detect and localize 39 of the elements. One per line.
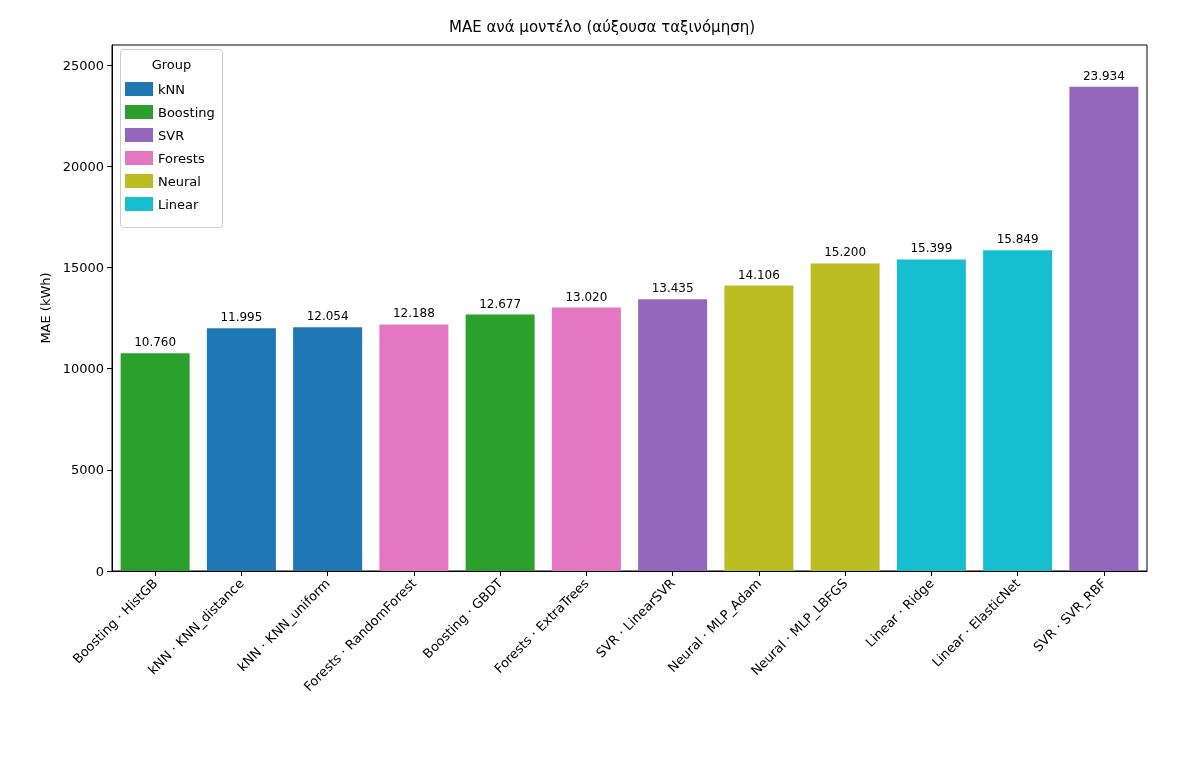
chart-title: MAE ανά μοντέλο (αύξουσα ταξινόμηση): [448, 17, 756, 36]
legend-title: Group: [151, 56, 192, 72]
bar: [810, 263, 880, 571]
bar: [206, 328, 276, 571]
bar: [120, 353, 190, 571]
y-tick-label: 0: [95, 563, 104, 579]
bar: [724, 285, 794, 571]
data-label: 10.760: [134, 335, 177, 350]
bar: [983, 250, 1053, 571]
bar: [638, 299, 708, 571]
data-label: 15.849: [996, 232, 1039, 247]
data-label: 12.054: [306, 309, 349, 324]
legend-label: Boosting: [158, 104, 215, 120]
bar: [465, 314, 535, 571]
legend-label: Linear: [158, 196, 200, 212]
data-label: 13.020: [565, 289, 608, 304]
bar: [896, 259, 966, 571]
data-label: 12.677: [479, 296, 522, 311]
y-tick-label: 25000: [62, 57, 104, 73]
y-tick-label: 20000: [62, 158, 104, 174]
y-tick-label: 15000: [62, 260, 104, 276]
data-label: 12.188: [392, 306, 435, 321]
legend-label: Neural: [158, 173, 201, 189]
legend-label: SVR: [158, 127, 185, 143]
y-axis-title: MAE (kWh): [37, 272, 53, 344]
data-label: 15.399: [910, 241, 953, 256]
data-label: 15.200: [824, 245, 867, 260]
bar: [1069, 86, 1139, 571]
data-label: 23.934: [1082, 68, 1125, 83]
bar: [379, 324, 449, 571]
data-label: 13.435: [651, 281, 694, 296]
data-label: 14.106: [737, 267, 780, 282]
bar: [293, 327, 363, 571]
y-tick-label: 5000: [70, 462, 104, 478]
data-label: 11.995: [220, 310, 263, 325]
bar: [551, 307, 621, 571]
legend-label: Forests: [158, 150, 205, 166]
y-tick-label: 10000: [62, 361, 104, 377]
legend-label: kNN: [158, 81, 185, 97]
